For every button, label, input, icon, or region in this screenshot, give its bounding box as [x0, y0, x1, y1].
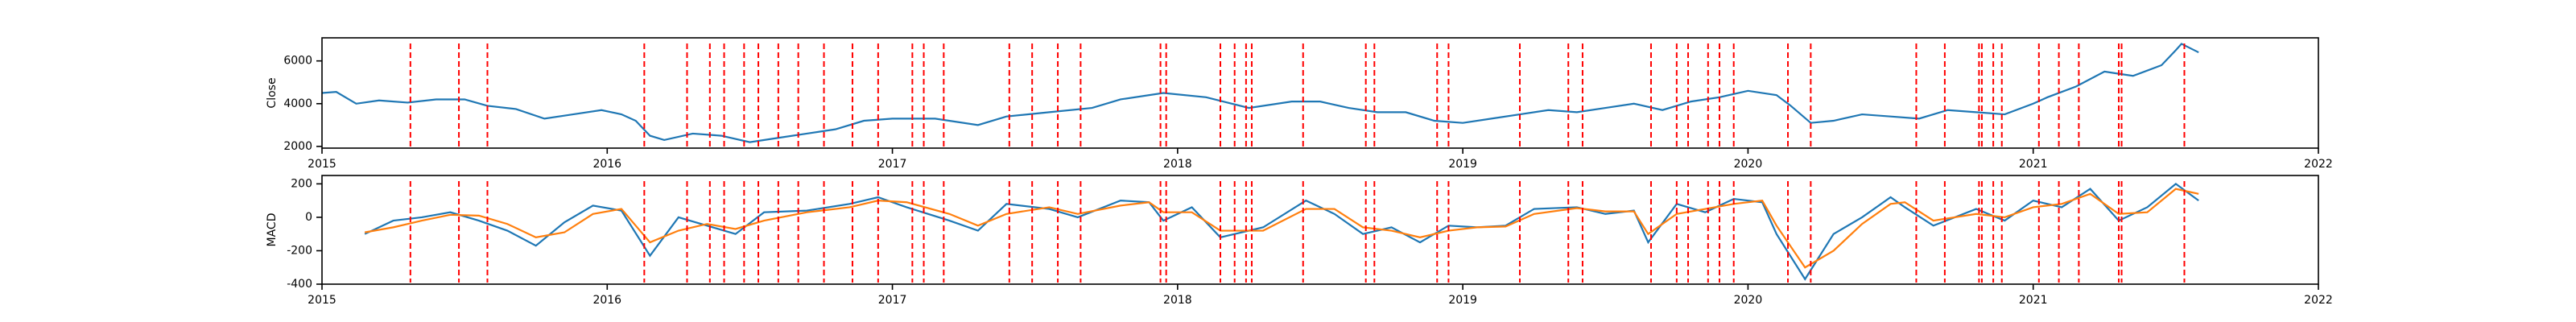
x-tick-label: 2017	[878, 294, 907, 307]
x-tick-label: 2021	[2019, 294, 2048, 307]
x-tick-label: 2017	[878, 158, 907, 171]
y-tick-label: -200	[287, 244, 312, 257]
y-axis-label: Close	[266, 77, 279, 108]
y-tick-label: -400	[287, 278, 312, 291]
series-line	[321, 43, 2199, 143]
x-tick-label: 2018	[1163, 158, 1192, 171]
x-tick-label: 2016	[592, 158, 621, 171]
series-line	[364, 188, 2199, 269]
series-line	[364, 182, 2199, 281]
y-tick-label: 2000	[283, 140, 312, 153]
x-tick-label: 2022	[2304, 294, 2333, 307]
x-tick-label: 2021	[2019, 158, 2048, 171]
y-tick-label: 6000	[283, 55, 312, 68]
x-tick-label: 2015	[308, 158, 336, 171]
x-tick-label: 2020	[1734, 294, 1763, 307]
x-tick-label: 2019	[1448, 158, 1477, 171]
x-tick-label: 2020	[1734, 158, 1763, 171]
y-axis-label: MACD	[266, 213, 279, 247]
y-tick-label: 200	[291, 177, 312, 190]
y-tick-label: 4000	[283, 97, 312, 110]
x-tick-label: 2018	[1163, 294, 1192, 307]
x-tick-label: 2016	[592, 294, 621, 307]
axes-frame	[321, 175, 2319, 285]
y-tick-label: 0	[305, 211, 312, 224]
x-tick-label: 2019	[1448, 294, 1477, 307]
x-tick-label: 2022	[2304, 158, 2333, 171]
axes-frame	[321, 37, 2319, 149]
x-tick-label: 2015	[308, 294, 336, 307]
